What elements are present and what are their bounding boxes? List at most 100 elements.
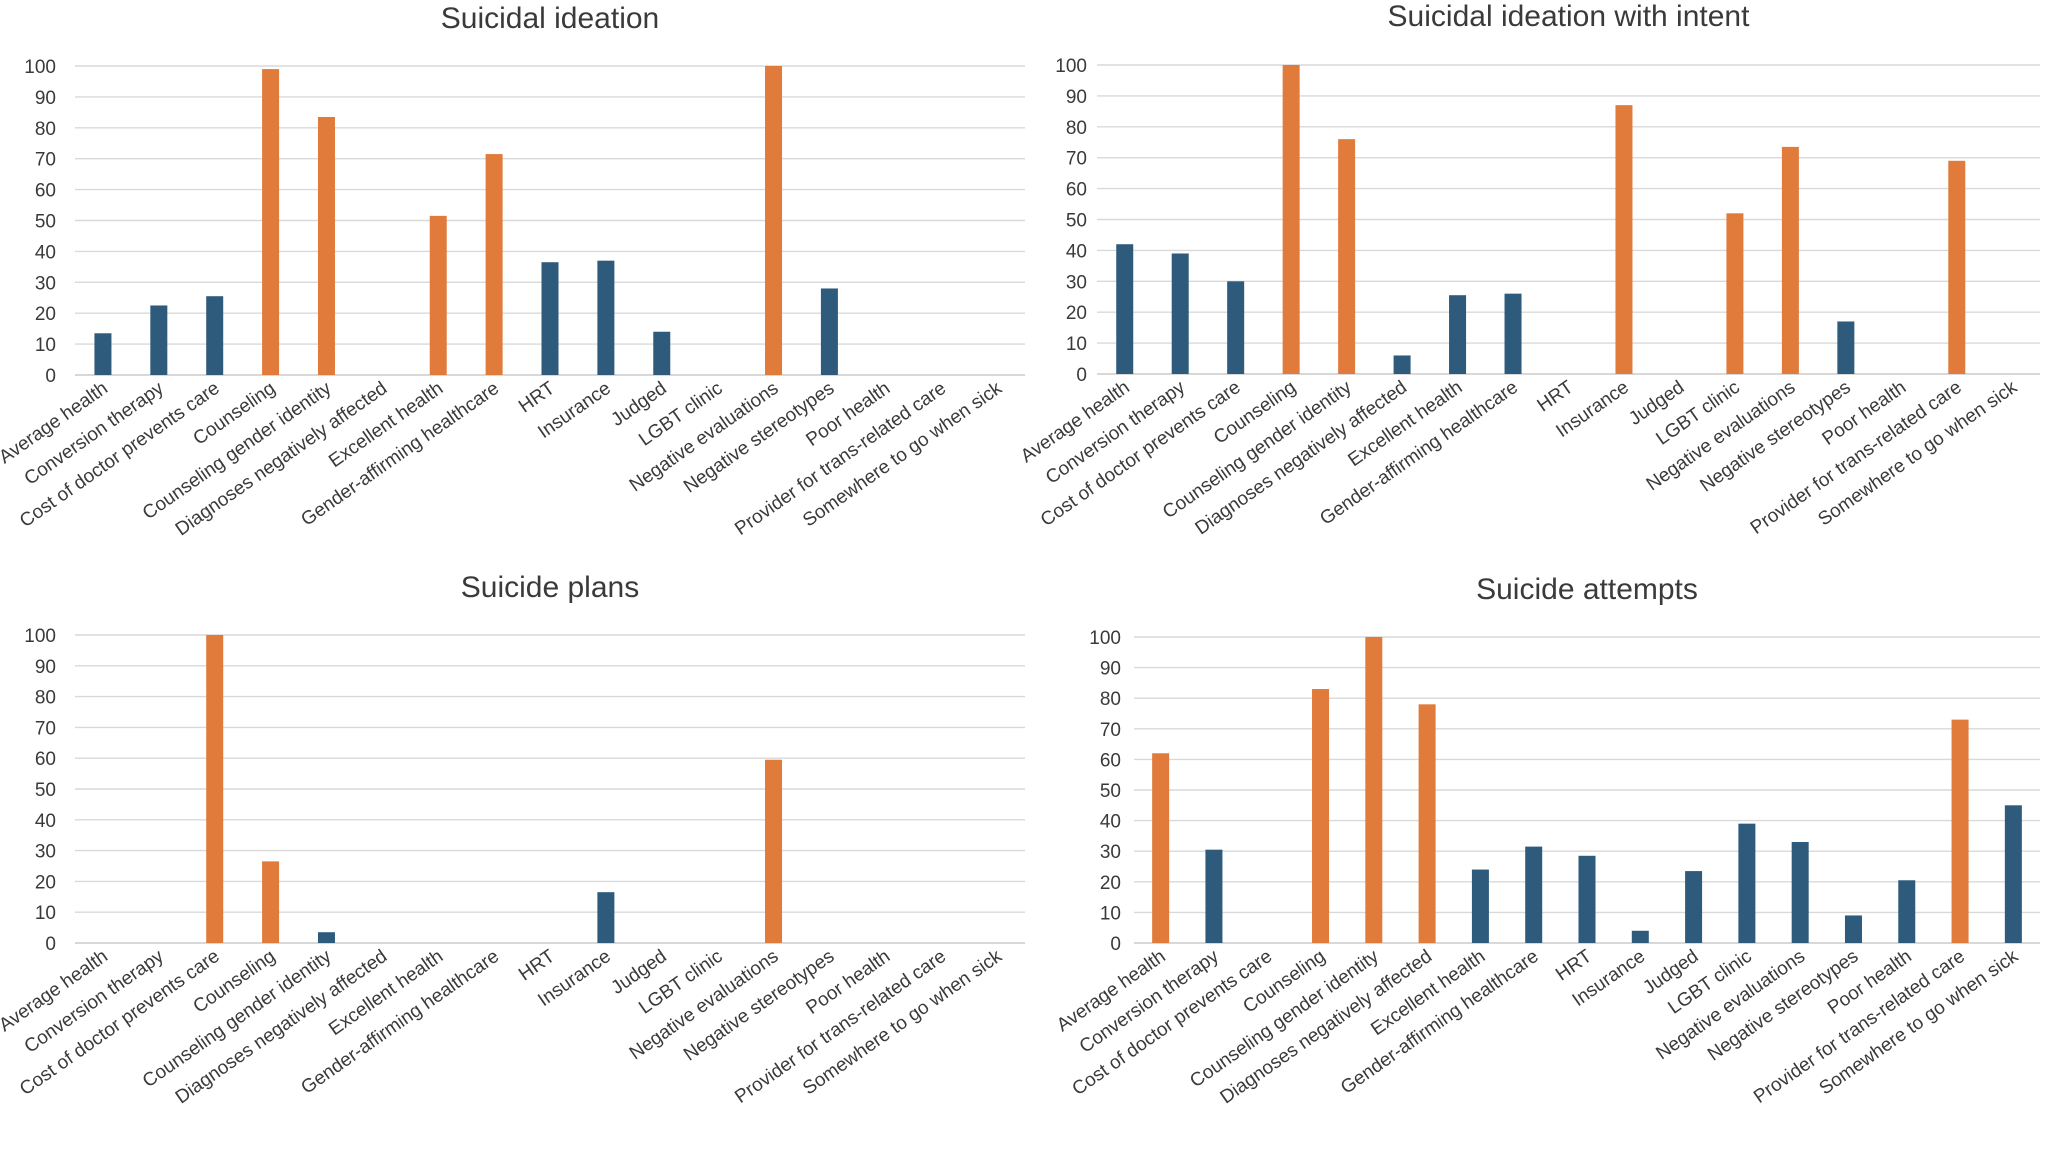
bar-4-17: [2004, 805, 2022, 943]
bar-1-8: [485, 154, 503, 375]
y-tick-label: 90: [1100, 659, 1121, 680]
y-tick-label: 70: [35, 718, 56, 739]
y-tick-label: 40: [35, 811, 56, 832]
y-tick-label: 100: [1055, 56, 1087, 77]
bar-2-2: [1171, 253, 1189, 374]
bar-1-5: [317, 116, 335, 376]
bar-4-14: [1844, 915, 1862, 943]
y-tick-label: 20: [1066, 303, 1087, 324]
y-tick-label: 50: [1066, 211, 1087, 232]
bar-1-4: [262, 69, 280, 375]
y-tick-label: 60: [1066, 180, 1087, 201]
y-tick-label: 0: [1110, 934, 1121, 955]
y-tick-label: 50: [35, 212, 56, 233]
bar-4-16: [1951, 719, 1969, 943]
x-tick-label: HRT: [515, 378, 559, 418]
bar-2-1: [1116, 244, 1134, 374]
bar-2-16: [1948, 160, 1966, 374]
chart-title: Suicide plans: [461, 571, 639, 604]
y-tick-label: 80: [1066, 118, 1087, 139]
bar-4-5: [1365, 637, 1383, 943]
bar-3-3: [206, 635, 224, 943]
bar-4-13: [1791, 842, 1809, 943]
bar-1-9: [541, 262, 559, 375]
y-tick-label: 30: [35, 842, 56, 863]
y-tick-label: 70: [1100, 720, 1121, 741]
bar-2-8: [1504, 293, 1522, 374]
y-tick-label: 80: [35, 119, 56, 140]
y-tick-label: 60: [35, 749, 56, 770]
bar-1-7: [429, 215, 447, 375]
y-tick-label: 0: [45, 366, 56, 387]
bar-3-4: [262, 861, 280, 943]
y-tick-label: 40: [35, 242, 56, 263]
bar-2-4: [1282, 65, 1300, 374]
y-tick-label: 70: [1066, 149, 1087, 170]
chart-title: Suicidal ideation: [441, 2, 659, 35]
bar-4-12: [1738, 823, 1756, 943]
y-tick-label: 30: [1066, 272, 1087, 293]
x-tick-label: HRT: [1534, 377, 1578, 417]
bar-2-10: [1615, 105, 1633, 375]
chart-title: Suicide attempts: [1476, 573, 1698, 606]
bar-2-7: [1449, 295, 1467, 374]
y-tick-label: 10: [1100, 903, 1121, 924]
bar-1-13: [765, 66, 783, 375]
bar-1-2: [150, 305, 168, 375]
y-tick-label: 80: [35, 688, 56, 709]
bar-2-5: [1338, 139, 1356, 374]
y-tick-label: 90: [35, 88, 56, 109]
y-tick-label: 20: [35, 304, 56, 325]
bar-1-14: [820, 288, 838, 375]
chart-panel-2: 0 10 20 30 40 50 60 70 80 90 100 Suicidal ideation …: [1017, 0, 2040, 539]
y-tick-label: 20: [35, 872, 56, 893]
bar-3-10: [597, 892, 615, 943]
y-tick-label: 60: [1100, 750, 1121, 771]
bar-4-11: [1685, 871, 1703, 943]
bar-4-15: [1898, 880, 1916, 943]
y-tick-label: 30: [1100, 842, 1121, 863]
bar-4-2: [1205, 849, 1223, 943]
bar-2-6: [1393, 355, 1411, 374]
bar-1-1: [94, 333, 112, 375]
bar-4-9: [1578, 855, 1596, 943]
y-tick-label: 90: [1066, 87, 1087, 108]
bar-1-11: [653, 331, 671, 375]
y-tick-label: 70: [35, 150, 56, 171]
y-tick-label: 40: [1066, 241, 1087, 262]
y-tick-label: 60: [35, 181, 56, 202]
chart-title: Suicidal ideation with intent: [1388, 0, 1751, 33]
bar-2-3: [1227, 281, 1245, 374]
y-tick-label: 10: [35, 335, 56, 356]
bar-2-12: [1726, 213, 1744, 374]
y-tick-label: 0: [45, 934, 56, 955]
x-tick-label: HRT: [515, 946, 559, 986]
bar-4-10: [1631, 930, 1649, 943]
y-tick-label: 20: [1100, 873, 1121, 894]
y-tick-label: 40: [1100, 812, 1121, 833]
bar-3-5: [317, 932, 335, 943]
bar-1-10: [597, 260, 615, 375]
bar-2-14: [1837, 321, 1855, 374]
bar-1-3: [206, 296, 224, 375]
y-tick-label: 0: [1076, 365, 1087, 386]
bar-4-4: [1312, 689, 1330, 943]
bar-3-13: [765, 759, 783, 943]
y-tick-label: 100: [1089, 628, 1121, 649]
y-tick-label: 100: [24, 626, 56, 647]
y-tick-label: 90: [35, 657, 56, 678]
y-tick-label: 50: [35, 780, 56, 801]
y-tick-label: 50: [1100, 781, 1121, 802]
bar-4-6: [1418, 704, 1436, 943]
bar-2-13: [1781, 146, 1799, 374]
y-tick-label: 100: [24, 57, 56, 78]
bar-4-1: [1152, 753, 1170, 943]
y-tick-label: 80: [1100, 689, 1121, 710]
y-tick-label: 30: [35, 273, 56, 294]
y-tick-label: 10: [35, 903, 56, 924]
